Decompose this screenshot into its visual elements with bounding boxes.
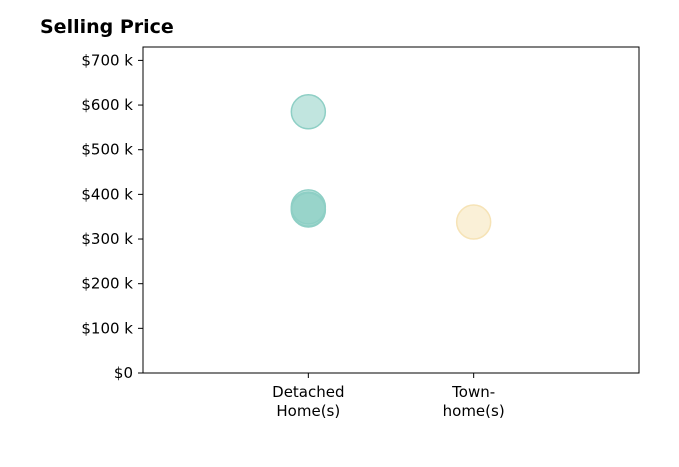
y-tick-label: $700 k — [81, 51, 133, 69]
data-point — [290, 94, 327, 130]
data-point — [290, 192, 327, 228]
x-tick-label: Town-home(s) — [443, 383, 505, 420]
chart-title: Selling Price — [40, 16, 174, 38]
y-tick-label: $600 k — [81, 96, 133, 114]
y-tick-label: $500 k — [81, 141, 133, 159]
x-tick-label: Detached Home(s) — [272, 383, 344, 420]
y-tick-label: $200 k — [81, 275, 133, 293]
y-tick-label: $300 k — [81, 230, 133, 248]
y-tick-label: $400 k — [81, 185, 133, 203]
plot-frame — [142, 46, 640, 374]
y-tick-label: $100 k — [81, 319, 133, 337]
y-tick-label: $0 — [114, 364, 133, 382]
data-point — [455, 204, 492, 240]
